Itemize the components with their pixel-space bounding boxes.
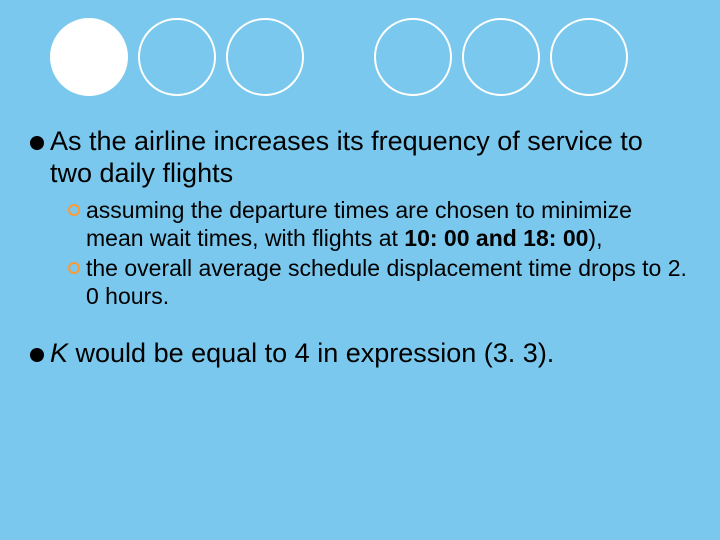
circle-hollow	[138, 18, 216, 96]
circle-spacer	[314, 18, 364, 96]
sublist: assuming the departure times are chosen …	[30, 196, 690, 310]
bullet-level1: As the airline increases its frequency o…	[30, 126, 690, 190]
bullet-text: As the airline increases its frequency o…	[50, 126, 690, 190]
bullet-level2: the overall average schedule displacemen…	[68, 254, 690, 310]
filled-circle-icon	[30, 348, 44, 362]
circle-hollow	[550, 18, 628, 96]
bullet-level2: assuming the departure times are chosen …	[68, 196, 690, 252]
bullet-text: the overall average schedule displacemen…	[86, 254, 690, 310]
bullet-text: assuming the departure times are chosen …	[86, 196, 690, 252]
bullet-text: K would be equal to 4 in expression (3. …	[50, 338, 690, 370]
circle-filled	[50, 18, 128, 96]
bullet-level1: K would be equal to 4 in expression (3. …	[30, 338, 690, 370]
circle-hollow	[226, 18, 304, 96]
hollow-circle-icon	[68, 204, 80, 216]
hollow-circle-icon	[68, 262, 80, 274]
filled-circle-icon	[30, 136, 44, 150]
decorative-circles-row	[0, 0, 720, 96]
circle-hollow	[462, 18, 540, 96]
slide-content: As the airline increases its frequency o…	[0, 96, 720, 370]
circle-hollow	[374, 18, 452, 96]
